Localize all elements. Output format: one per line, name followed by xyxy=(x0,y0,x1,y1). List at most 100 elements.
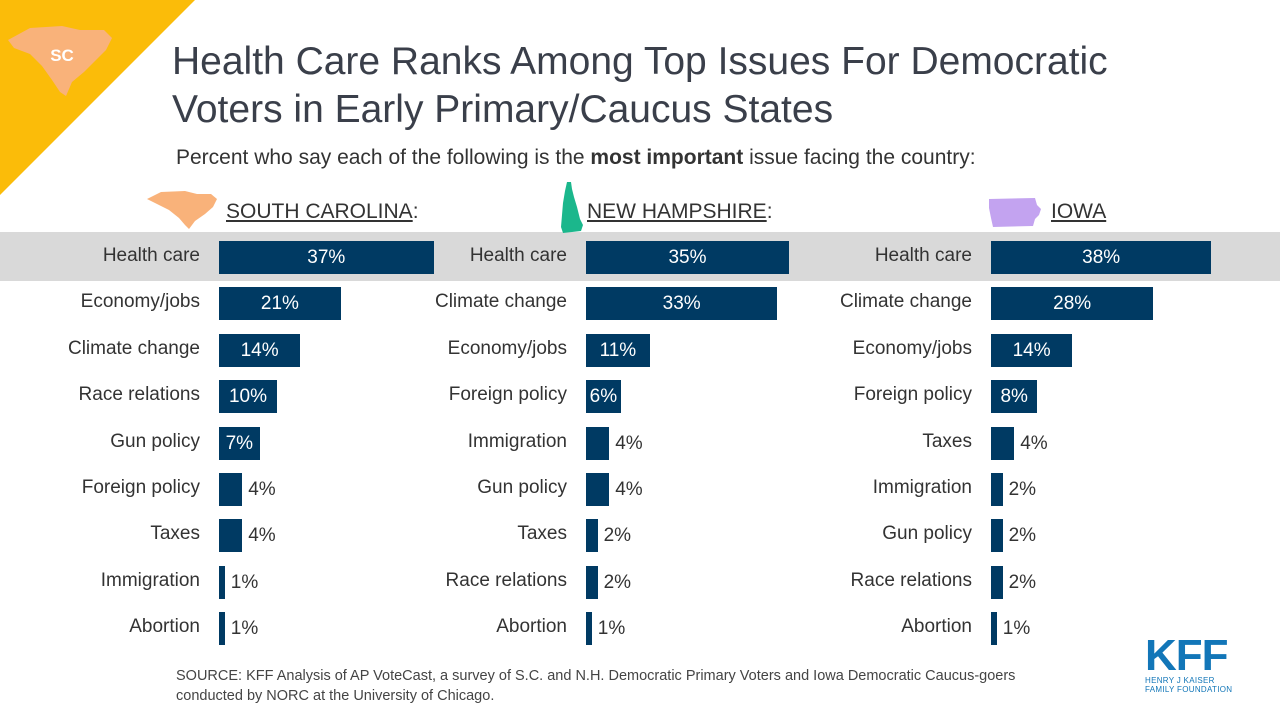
category-label-nh: Economy/jobs xyxy=(447,337,567,359)
value-label-sc: 4% xyxy=(248,479,276,500)
south-carolina-map-icon xyxy=(147,191,217,229)
subtitle-pre: Percent who say each of the following is… xyxy=(176,146,591,169)
category-label-sc: Immigration xyxy=(100,569,200,591)
value-label-sc: 37% xyxy=(307,247,346,268)
value-label-ia: 2% xyxy=(1008,479,1037,500)
category-label-sc: Foreign policy xyxy=(81,477,200,498)
category-label-ia: Race relations xyxy=(850,569,972,591)
category-label-nh: Gun policy xyxy=(477,477,567,498)
value-label-ia: 8% xyxy=(1000,386,1028,408)
subtitle: Percent who say each of the following is… xyxy=(176,146,976,170)
category-label-sc: Abortion xyxy=(129,616,200,638)
corner-badge-text: SC xyxy=(50,46,74,65)
kff-logo-text: KFF xyxy=(1145,631,1229,680)
bar-sc xyxy=(219,241,434,274)
category-label-ia: Immigration xyxy=(872,477,972,498)
new-hampshire-title-suffix: : xyxy=(766,200,773,223)
bar-nh xyxy=(586,612,592,646)
kff-logo: KFF HENRY J KAISER FAMILY FOUNDATION xyxy=(1145,631,1245,695)
south-carolina-title: SOUTH CAROLINA xyxy=(226,200,413,223)
value-label-nh: 6% xyxy=(589,386,618,408)
title-line-1: Health Care Ranks Among Top Issues For D… xyxy=(172,40,1108,83)
new-hampshire-header: NEW HAMPSHIRE: xyxy=(587,200,773,224)
value-label-ia: 14% xyxy=(1012,339,1051,361)
category-label-ia: Abortion xyxy=(901,616,972,638)
iowa-title: IOWA xyxy=(1051,200,1107,223)
value-label-sc: 10% xyxy=(228,386,268,408)
value-label-ia: 28% xyxy=(1053,293,1092,315)
iowa-map-icon xyxy=(989,198,1041,227)
category-label-sc: Gun policy xyxy=(110,430,200,452)
bar-ia xyxy=(991,287,1154,321)
value-label-sc: 7% xyxy=(225,432,254,454)
bar-nh xyxy=(586,287,778,321)
value-label-nh: 4% xyxy=(615,479,643,500)
bar-ia xyxy=(991,473,1003,506)
category-label-ia: Taxes xyxy=(922,430,972,452)
value-label-nh: 11% xyxy=(599,339,637,361)
bar-nh xyxy=(586,241,789,274)
bar-ia xyxy=(991,241,1212,274)
category-label-nh: Health care xyxy=(469,245,567,266)
category-label-nh: Race relations xyxy=(445,569,567,591)
south-carolina-title-suffix: : xyxy=(412,200,419,223)
bar-ia xyxy=(991,333,1073,367)
value-label-nh: 33% xyxy=(662,293,701,315)
new-hampshire-title: NEW HAMPSHIRE xyxy=(587,200,767,223)
bar-ia xyxy=(991,426,1015,460)
bar-ia xyxy=(991,612,997,646)
category-label-nh: Immigration xyxy=(467,430,567,452)
bar-sc xyxy=(219,473,243,506)
bar-sc xyxy=(219,519,243,553)
category-label-sc: Health care xyxy=(102,245,200,266)
category-label-sc: Economy/jobs xyxy=(80,291,200,313)
kff-logo-line-1: HENRY J KAISER xyxy=(1145,676,1215,685)
value-label-nh: 4% xyxy=(615,432,643,454)
bar-nh xyxy=(586,473,610,506)
bar-sc xyxy=(219,612,225,646)
value-label-sc: 14% xyxy=(240,339,279,361)
category-label-ia: Gun policy xyxy=(882,523,972,545)
bar-sc xyxy=(219,333,301,367)
value-label-ia: 2% xyxy=(1008,525,1037,547)
value-label-sc: 21% xyxy=(260,293,299,315)
value-label-ia: 4% xyxy=(1020,432,1048,454)
value-label-sc: 1% xyxy=(230,571,259,593)
category-label-ia: Health care xyxy=(874,245,972,266)
category-label-nh: Foreign policy xyxy=(448,384,567,406)
value-label-nh: 1% xyxy=(597,618,626,640)
bar-nh xyxy=(586,426,610,460)
value-label-nh: 35% xyxy=(668,247,707,268)
corner-badge: SC xyxy=(0,0,195,195)
bar-nh xyxy=(586,565,598,599)
bar-nh xyxy=(586,519,598,553)
value-label-ia: 1% xyxy=(1002,618,1031,640)
kff-logo-line-2: FAMILY FOUNDATION xyxy=(1145,685,1233,694)
page-title: Health Care Ranks Among Top Issues For D… xyxy=(172,38,1252,134)
category-label-nh: Abortion xyxy=(496,616,567,638)
title-line-2: Voters in Early Primary/Caucus States xyxy=(172,88,834,131)
category-label-nh: Taxes xyxy=(517,523,567,545)
bar-sc xyxy=(219,565,225,599)
category-label-ia: Climate change xyxy=(839,291,972,313)
bar-sc xyxy=(219,426,260,460)
south-carolina-header: SOUTH CAROLINA: xyxy=(226,200,419,224)
iowa-header: IOWA xyxy=(1051,200,1106,224)
bar-ia xyxy=(991,380,1038,414)
value-label-ia: 2% xyxy=(1008,571,1037,593)
subtitle-post: issue facing the country: xyxy=(743,146,976,169)
value-label-sc: 1% xyxy=(230,618,259,640)
value-label-sc: 4% xyxy=(248,525,276,547)
bar-sc xyxy=(219,287,341,321)
bar-ia xyxy=(991,519,1003,553)
subtitle-bold: most important xyxy=(590,146,744,169)
south-carolina-badge-icon xyxy=(8,26,112,96)
category-label-sc: Taxes xyxy=(150,523,200,545)
category-label-sc: Race relations xyxy=(78,384,200,406)
bar-nh xyxy=(586,380,621,414)
bar-ia xyxy=(991,565,1003,599)
source-line-1: SOURCE: KFF Analysis of AP VoteCast, a s… xyxy=(176,668,1016,684)
bar-nh xyxy=(586,333,650,367)
bar-sc xyxy=(219,380,277,414)
source-line-2: conducted by NORC at the University of C… xyxy=(176,688,495,704)
